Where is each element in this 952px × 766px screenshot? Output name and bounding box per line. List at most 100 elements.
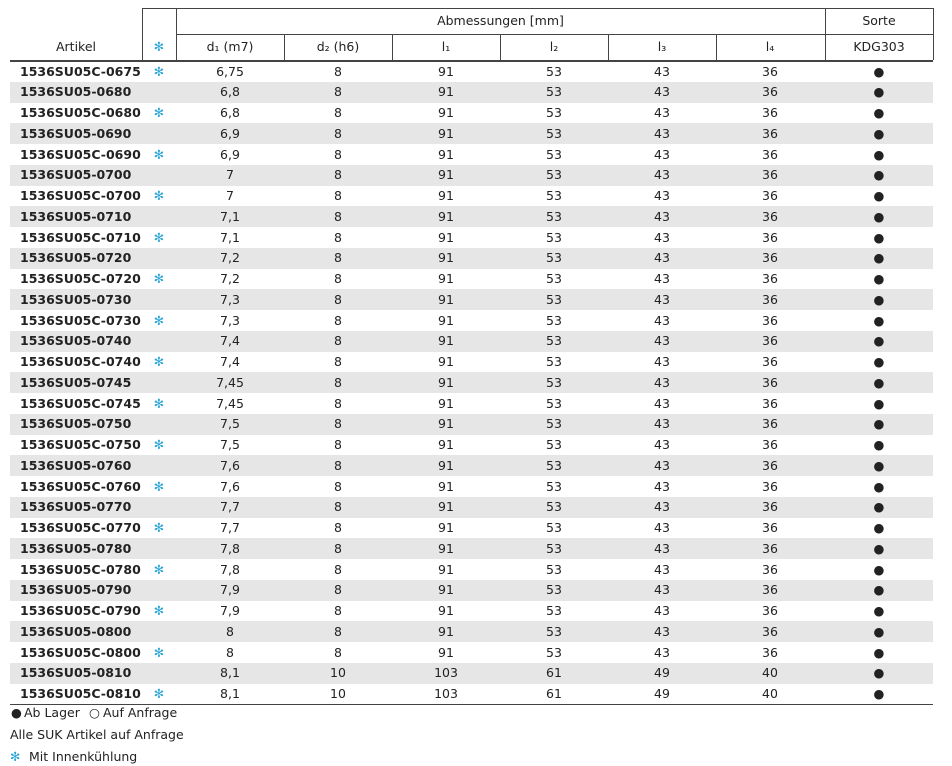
- cell: 7,4: [220, 333, 240, 349]
- cell: 36: [762, 271, 778, 286]
- rule: [176, 34, 933, 35]
- cell: 53: [546, 416, 562, 432]
- row-bg: [10, 621, 933, 642]
- cell: 8: [334, 333, 342, 349]
- article: 1536SU05C-0740: [20, 354, 141, 369]
- cell: 8: [334, 499, 342, 515]
- cell: 53: [546, 125, 562, 141]
- article: 1536SU05-0740: [20, 333, 132, 349]
- cooling-icon: ✻: [153, 603, 165, 618]
- cell: 8,1: [220, 665, 240, 681]
- rule: [500, 34, 501, 60]
- stock-symbol: ●: [873, 188, 885, 203]
- cell: 103: [434, 686, 458, 701]
- cell: 91: [438, 84, 454, 100]
- cell: 36: [762, 333, 778, 349]
- stock-symbol: ●: [873, 623, 885, 639]
- cell: 43: [654, 84, 670, 100]
- cell: 36: [762, 478, 778, 494]
- cell: 91: [438, 623, 454, 639]
- article: 1536SU05-0720: [20, 250, 132, 266]
- cooling-icon: ✻: [153, 520, 165, 535]
- article: 1536SU05-0790: [20, 582, 132, 598]
- cell: 8: [334, 561, 342, 577]
- cell: 6,9: [220, 125, 240, 141]
- cell: 7,3: [220, 291, 240, 307]
- cell: 8: [334, 520, 342, 535]
- cell: 36: [762, 312, 778, 328]
- stock-symbol: ●: [873, 229, 885, 245]
- stock-symbol: ●: [873, 457, 885, 473]
- cell: 7,45: [216, 395, 244, 411]
- row-bg: [10, 662, 933, 684]
- cell: 7,8: [220, 561, 240, 577]
- cell: 91: [438, 105, 454, 120]
- stock-symbol: ●: [873, 291, 885, 307]
- stock-symbol: ●: [873, 271, 885, 286]
- cooling-icon: ✻: [153, 312, 165, 328]
- cooling-icon: ✻: [153, 561, 165, 577]
- cell: 43: [654, 582, 670, 598]
- cell: 43: [654, 416, 670, 432]
- row-bg: [10, 330, 933, 352]
- cell: 36: [762, 63, 778, 79]
- header-cell: Sorte: [862, 13, 896, 28]
- cell: 91: [438, 395, 454, 411]
- cell: 8: [226, 644, 234, 660]
- header-cell: l₂: [549, 39, 559, 54]
- cell: 91: [438, 63, 454, 79]
- header-cell: d₂ (h6): [316, 39, 360, 54]
- article: 1536SU05-0745: [20, 374, 132, 390]
- cell: 8: [334, 395, 342, 411]
- cooling-icon: ✻: [153, 686, 165, 701]
- cell: 36: [762, 208, 778, 224]
- cell: 10: [330, 665, 346, 681]
- cell: 43: [654, 499, 670, 515]
- cell: 53: [546, 188, 562, 203]
- cell: 53: [546, 374, 562, 390]
- header-cell: l₄: [765, 39, 775, 54]
- cell: 43: [654, 457, 670, 473]
- cell: 7,45: [216, 374, 244, 390]
- cell: 91: [438, 354, 454, 369]
- cell: 53: [546, 312, 562, 328]
- stock-symbol: ●: [873, 478, 885, 494]
- cell: 8: [334, 644, 342, 660]
- cell: 8: [334, 312, 342, 328]
- stock-symbol: ●: [873, 499, 885, 515]
- cell: 49: [654, 686, 670, 701]
- row-bg: [10, 372, 933, 393]
- legend-label: Auf Anfrage: [103, 705, 178, 720]
- cell: 53: [546, 540, 562, 556]
- cell: 6,8: [220, 84, 240, 100]
- rule: [10, 60, 933, 62]
- cell: 6,8: [220, 105, 240, 120]
- cell: 91: [438, 540, 454, 556]
- stock-symbol: ●: [873, 63, 885, 79]
- article: 1536SU05C-0810: [20, 686, 141, 701]
- cell: 91: [438, 499, 454, 515]
- cell: 40: [762, 686, 778, 701]
- cell: 91: [438, 125, 454, 141]
- cooling-icon: ✻: [153, 395, 165, 411]
- cell: 43: [654, 374, 670, 390]
- cell: 53: [546, 499, 562, 515]
- cell: 91: [438, 188, 454, 203]
- cell: 91: [438, 582, 454, 598]
- cell: 8: [334, 167, 342, 183]
- cell: 8: [334, 374, 342, 390]
- cell: 61: [546, 686, 562, 701]
- cell: 36: [762, 499, 778, 515]
- cell: 53: [546, 395, 562, 411]
- cooling-icon: ✻: [153, 105, 165, 120]
- cell: 8: [334, 188, 342, 203]
- cell: 53: [546, 250, 562, 266]
- stock-symbol: ●: [873, 250, 885, 266]
- cell: 8: [334, 105, 342, 120]
- stock-symbol: ●: [873, 208, 885, 224]
- cell: 91: [438, 416, 454, 432]
- cell: 6,9: [220, 146, 240, 162]
- cooling-icon: ✻: [153, 188, 165, 203]
- cell: 91: [438, 229, 454, 245]
